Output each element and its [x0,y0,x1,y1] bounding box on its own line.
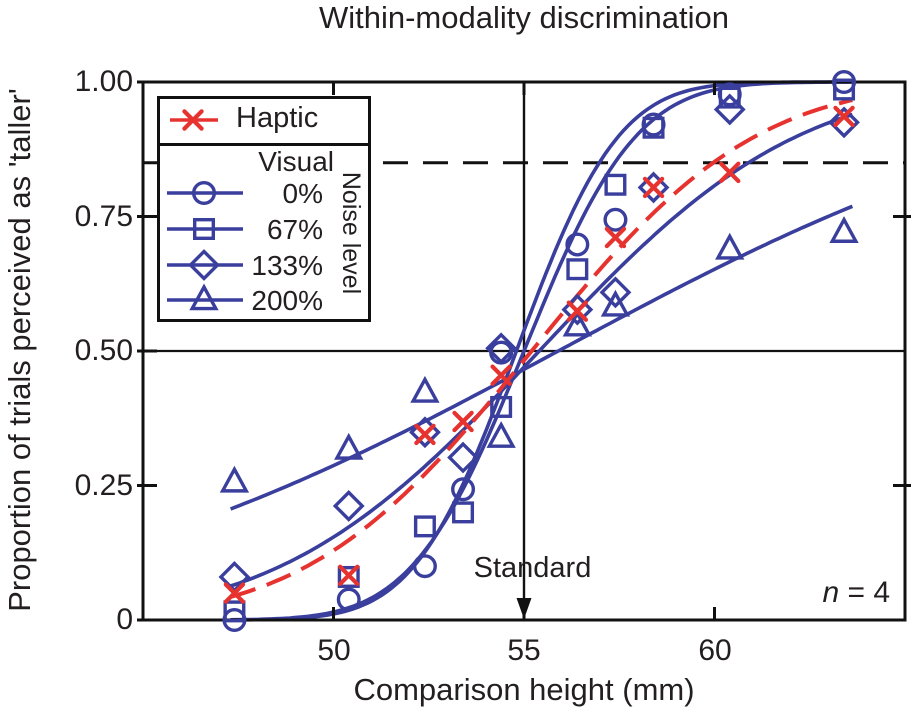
marker-triangle [334,432,364,460]
marker-square [718,86,741,109]
y-tick-label-050: 0.50 [74,334,133,367]
marker-diamond [599,276,632,309]
marker-circle [336,587,361,612]
y-tick-label-0: 0 [116,603,133,636]
legend-noise-level-label: Noise level [337,171,365,295]
legend-noise-0-label: 0% [282,178,323,209]
x-tick-label-55: 55 [507,634,541,667]
marker-x [566,300,589,322]
legend-haptic-label: Haptic [236,102,319,134]
marker-triangle [219,465,250,493]
fit-curve-x [230,98,853,599]
legend-divider [160,143,368,146]
marker-x [719,161,741,184]
x-axis-label: Comparison height (mm) [353,672,695,707]
marker-triangle [562,309,593,337]
marker-square [490,395,513,418]
marker-triangle [410,375,440,403]
marker-square [337,565,360,588]
legend-noise-67-label: 67% [266,214,323,245]
fit-curve-triangle [229,204,854,511]
marker-diamond [828,106,860,139]
x-tick-label-50: 50 [317,634,351,667]
marker-circle [451,477,476,502]
marker-x [833,105,855,128]
marker-square [833,78,856,101]
chart-title: Within-modality discrimination [318,0,729,35]
marker-square [223,600,246,623]
marker-triangle [829,216,859,243]
marker-circle [412,554,437,579]
legend-noise-200-label: 200% [251,285,323,316]
marker-square [452,501,475,524]
marker-diamond [713,93,746,126]
marker-diamond [332,490,365,522]
legend-visual-label: Visual [258,146,334,177]
marker-circle [603,207,628,232]
marker-diamond [637,171,670,204]
sample-size-annotation: n = 4 [758,576,890,610]
legend-noise-133-label: 133% [251,250,323,281]
marker-square [566,258,589,281]
y-tick-label-100: 1.00 [74,65,133,98]
standard-annotation: Standard [473,552,592,584]
sample-size-value: = 4 [839,576,890,609]
marker-x [223,582,246,604]
marker-x [604,226,627,249]
marker-x [338,564,360,587]
marker-x [414,423,436,446]
marker-square [413,515,436,538]
marker-diamond [485,332,518,365]
marker-diamond [447,441,479,474]
marker-circle [565,232,590,257]
marker-square [642,116,665,139]
marker-triangle [715,232,745,260]
fit-curve-diamond [230,112,853,588]
y-tick-label-075: 0.75 [74,200,133,233]
marker-x [490,364,512,386]
x-tick-label-60: 60 [698,634,732,667]
marker-square [604,173,627,196]
marker-triangle [600,289,631,317]
marker-x [642,176,665,199]
sample-size-n: n [822,576,840,609]
marker-x [452,410,474,433]
y-axis-label: Proportion of trials perceived as 'talle… [2,88,37,612]
marker-triangle [486,421,516,448]
y-tick-label-025: 0.25 [74,469,133,502]
